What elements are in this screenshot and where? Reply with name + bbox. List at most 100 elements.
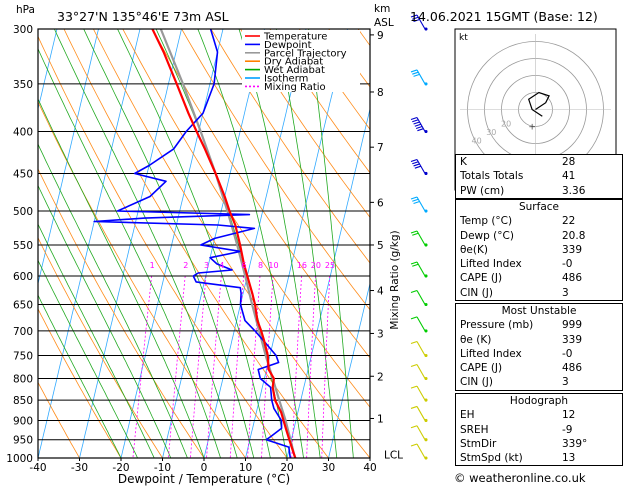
pressure-tick-label: 1000 (6, 453, 33, 465)
row-value: 339° (562, 437, 588, 450)
mixing-ratio-tick-label: 25 (325, 261, 335, 270)
legend-label: Temperature (263, 32, 327, 43)
dry-adiabat-line (38, 381, 80, 458)
legend-label: Dewpoint (264, 40, 312, 51)
tt-label: Totals Totals (460, 170, 524, 183)
hodograph-ring-label: 20 (501, 120, 511, 129)
legend-label: Parcel Trajectory (264, 48, 347, 59)
row-label: Lifted Index (460, 347, 522, 360)
tt-row: Totals Totals 41 (456, 169, 622, 183)
surface-row: Temp (°C) 22 (456, 214, 622, 228)
mixing-ratio-tick-label: 16 (297, 261, 307, 270)
datetime-title: 14.06.2021 15GMT (Base: 12) (410, 9, 598, 24)
mixing-ratio-axis-label: Mixing Ratio (g/kg) (389, 230, 401, 329)
indices-table: K 28 Totals Totals 41 PW (cm) 3.36 (455, 154, 623, 199)
hpa-label: hPa (16, 4, 35, 16)
row-label: CIN (J) (460, 376, 493, 389)
mixing-ratio-line (306, 275, 316, 458)
row-value: -0 (562, 347, 573, 360)
row-label: θe(K) (460, 243, 488, 256)
mixing-ratio-tick-label: 6 (242, 261, 247, 270)
wind-barbs (410, 14, 428, 460)
km-tick-label: 7 (377, 142, 384, 154)
hodograph-ring-label: 30 (486, 128, 496, 137)
isotherm-line (203, 29, 307, 458)
row-value: 339 (562, 333, 583, 346)
row-value: 486 (562, 362, 583, 375)
hodograph-table-row: SREH -9 (456, 423, 622, 437)
hodograph-table: Hodograph EH 12 SREH -9 StmDir 339° StmSpd (kt… (455, 393, 623, 467)
wind-barb (410, 316, 428, 333)
wind-barb (410, 196, 428, 213)
surface-row: CIN (J) 3 (456, 286, 622, 300)
wind-barb (410, 230, 428, 247)
pressure-tick-label: 800 (13, 373, 33, 385)
wet-adiabat-line (308, 29, 354, 458)
row-value: 12 (562, 409, 576, 422)
pressure-tick-labels: 300 350 400 450 500 550 600 650 700 750 800 850 900 9… (6, 24, 33, 465)
isotherm-line (286, 107, 370, 458)
mixing-ratio-tick-label: 3 (204, 261, 209, 270)
surface-table: Surface Temp (°C) 22 Dewp (°C) 20.8 θe(K) 339… (455, 199, 623, 302)
wind-barb (410, 116, 428, 134)
pw-value: 3.36 (562, 184, 586, 197)
x-tick-label: -20 (112, 462, 129, 474)
mixing-ratio-tick-label: 4 (219, 261, 224, 270)
pressure-tick-label: 350 (13, 79, 33, 91)
surface-row: Lifted Index -0 (456, 257, 622, 271)
x-axis-label: Dewpoint / Temperature (°C) (118, 472, 290, 486)
row-label: Lifted Index (460, 258, 522, 271)
tt-value: 41 (562, 170, 576, 183)
x-tick-label: 20 (280, 462, 293, 474)
series-temperature-line (151, 29, 297, 458)
pressure-tick-label: 900 (13, 415, 33, 427)
row-value: -9 (562, 423, 573, 436)
legend-label: Dry Adiabat (264, 57, 323, 68)
legend-label: Wet Adiabat (264, 65, 325, 76)
x-tick-label: -10 (154, 462, 171, 474)
most-unstable-title: Most Unstable (501, 305, 577, 317)
pressure-tick-label: 750 (13, 350, 33, 362)
row-value: 486 (562, 272, 583, 285)
km-label: km (374, 3, 390, 15)
wind-barb (410, 340, 428, 358)
dry-adiabat-line (93, 29, 370, 458)
pressure-tick-label: 500 (13, 206, 33, 218)
temperature-tick-labels: -40 -30 -20 -10 0 10 20 30 40 (29, 458, 377, 474)
row-value: 3 (562, 376, 569, 389)
mixing-ratio-tick-label: 2 (183, 261, 188, 270)
dry-adiabat-line (269, 29, 370, 174)
mixing-ratio-line (291, 275, 302, 458)
wind-barb (410, 158, 428, 176)
location-title: 33°27'N 135°46'E 73m ASL (57, 9, 229, 24)
mixing-ratio-line (206, 275, 222, 458)
x-tick-label: -30 (71, 462, 88, 474)
wind-barb (410, 261, 428, 278)
row-label: SREH (460, 423, 489, 436)
legend-background (242, 30, 360, 92)
wind-barb (410, 385, 428, 402)
km-tick-label: 2 (377, 371, 384, 383)
row-label: θe (K) (460, 333, 492, 346)
mixing-ratio-line (261, 275, 274, 458)
wind-barb (410, 289, 428, 307)
series-dewpoint-line (93, 29, 292, 458)
pressure-tick-label: 550 (13, 240, 33, 252)
hodograph-title: Hodograph (509, 395, 569, 407)
dry-adiabat-line (38, 308, 122, 458)
most-unstable-row: Lifted Index -0 (456, 347, 622, 361)
row-label: Dewp (°C) (460, 229, 514, 242)
km-tick-label: 8 (377, 87, 384, 99)
mixing-ratio-line (321, 275, 331, 458)
km-tick-label: 4 (377, 286, 384, 298)
mixing-ratio-line (168, 275, 186, 458)
pw-row: PW (cm) 3.36 (456, 184, 622, 198)
wind-barb (410, 405, 428, 423)
x-tick-label: 10 (239, 462, 252, 474)
pressure-tick-label: 400 (13, 127, 33, 139)
km-tick-label: 5 (377, 240, 384, 252)
wet-adiabat-line (83, 29, 255, 458)
row-label: CAPE (J) (460, 272, 503, 285)
